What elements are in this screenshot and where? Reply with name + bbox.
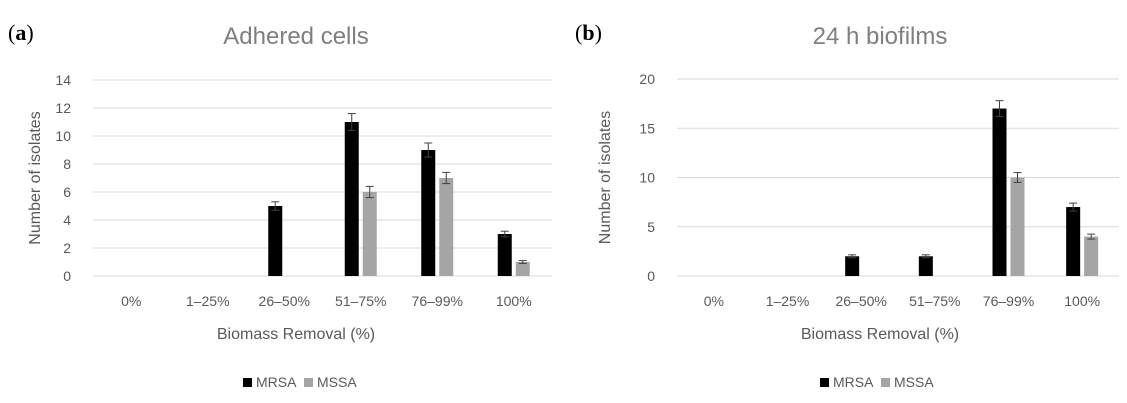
y-tick-label: 10 (55, 128, 71, 144)
y-tick-label: 4 (63, 212, 71, 228)
bar-mrsa (845, 256, 860, 276)
bar-mrsa (918, 256, 933, 276)
y-tick-label: 12 (55, 100, 71, 116)
bar-mrsa (268, 206, 283, 276)
bar-mssa (1084, 236, 1099, 276)
bar-mrsa (421, 150, 436, 276)
x-tick-label: 1–25% (766, 293, 810, 309)
y-tick-label: 0 (647, 268, 655, 284)
x-tick-label: 76–99% (983, 293, 1034, 309)
chart-title: 24 h biofilms (813, 23, 948, 50)
x-tick-label: 51–75% (335, 293, 386, 309)
x-axis-title: Biomass Removal (%) (217, 326, 375, 343)
bar-mrsa (1066, 207, 1081, 276)
y-axis-title: Number of isolates (597, 111, 614, 244)
x-tick-label: 100% (1064, 293, 1100, 309)
y-tick-label: 2 (63, 240, 71, 256)
bar-mssa (439, 178, 454, 276)
bar-mrsa (344, 122, 359, 276)
y-axis-title: Number of isolates (27, 111, 44, 244)
legend-label-mrsa: MRSA (833, 374, 874, 390)
bar-mrsa (992, 108, 1007, 276)
legend-swatch-mrsa (243, 378, 252, 387)
y-tick-label: 0 (63, 268, 71, 284)
panel-b: (b) 24 h biofilms 0 5 10 15 20 Number of isola… (567, 0, 1127, 403)
y-tick-label: 6 (63, 184, 71, 200)
chart-24h-biofilms: 24 h biofilms 0 5 10 15 20 Number of isolates 0… (597, 23, 1119, 390)
x-tick-label: 26–50% (835, 293, 886, 309)
y-tick-label: 20 (639, 71, 655, 87)
y-tick-label: 14 (55, 72, 71, 88)
y-tick-label: 15 (639, 120, 655, 136)
x-tick-label: 100% (496, 293, 532, 309)
panel-label: (a) (8, 20, 34, 45)
y-tick-label: 10 (639, 170, 655, 186)
bar-mssa (1010, 177, 1025, 276)
legend-label-mssa: MSSA (894, 374, 934, 390)
x-tick-label: 26–50% (259, 293, 310, 309)
chart-adhered-cells: Adhered cells 0 2 4 6 8 10 12 14 Number of isolat… (27, 23, 552, 390)
legend-swatch-mssa (881, 378, 890, 387)
panel-label: (b) (575, 20, 602, 45)
x-axis-title: Biomass Removal (%) (801, 326, 959, 343)
legend-swatch-mrsa (820, 378, 829, 387)
bar-mssa (515, 262, 530, 276)
bar-mrsa (497, 234, 512, 276)
legend-label-mrsa: MRSA (256, 374, 297, 390)
panel-a: (a) Adhered cells 0 2 4 6 8 10 12 14 Number of is… (0, 0, 560, 403)
x-tick-label: 1–25% (186, 293, 230, 309)
x-tick-label: 0% (704, 293, 724, 309)
y-tick-label: 8 (63, 156, 71, 172)
bar-mssa (362, 192, 377, 276)
chart-title: Adhered cells (223, 23, 368, 50)
y-tick-label: 5 (647, 219, 655, 235)
x-tick-label: 51–75% (909, 293, 960, 309)
legend-swatch-mssa (304, 378, 313, 387)
x-tick-label: 0% (121, 293, 141, 309)
legend-label-mssa: MSSA (317, 374, 357, 390)
x-tick-label: 76–99% (412, 293, 463, 309)
